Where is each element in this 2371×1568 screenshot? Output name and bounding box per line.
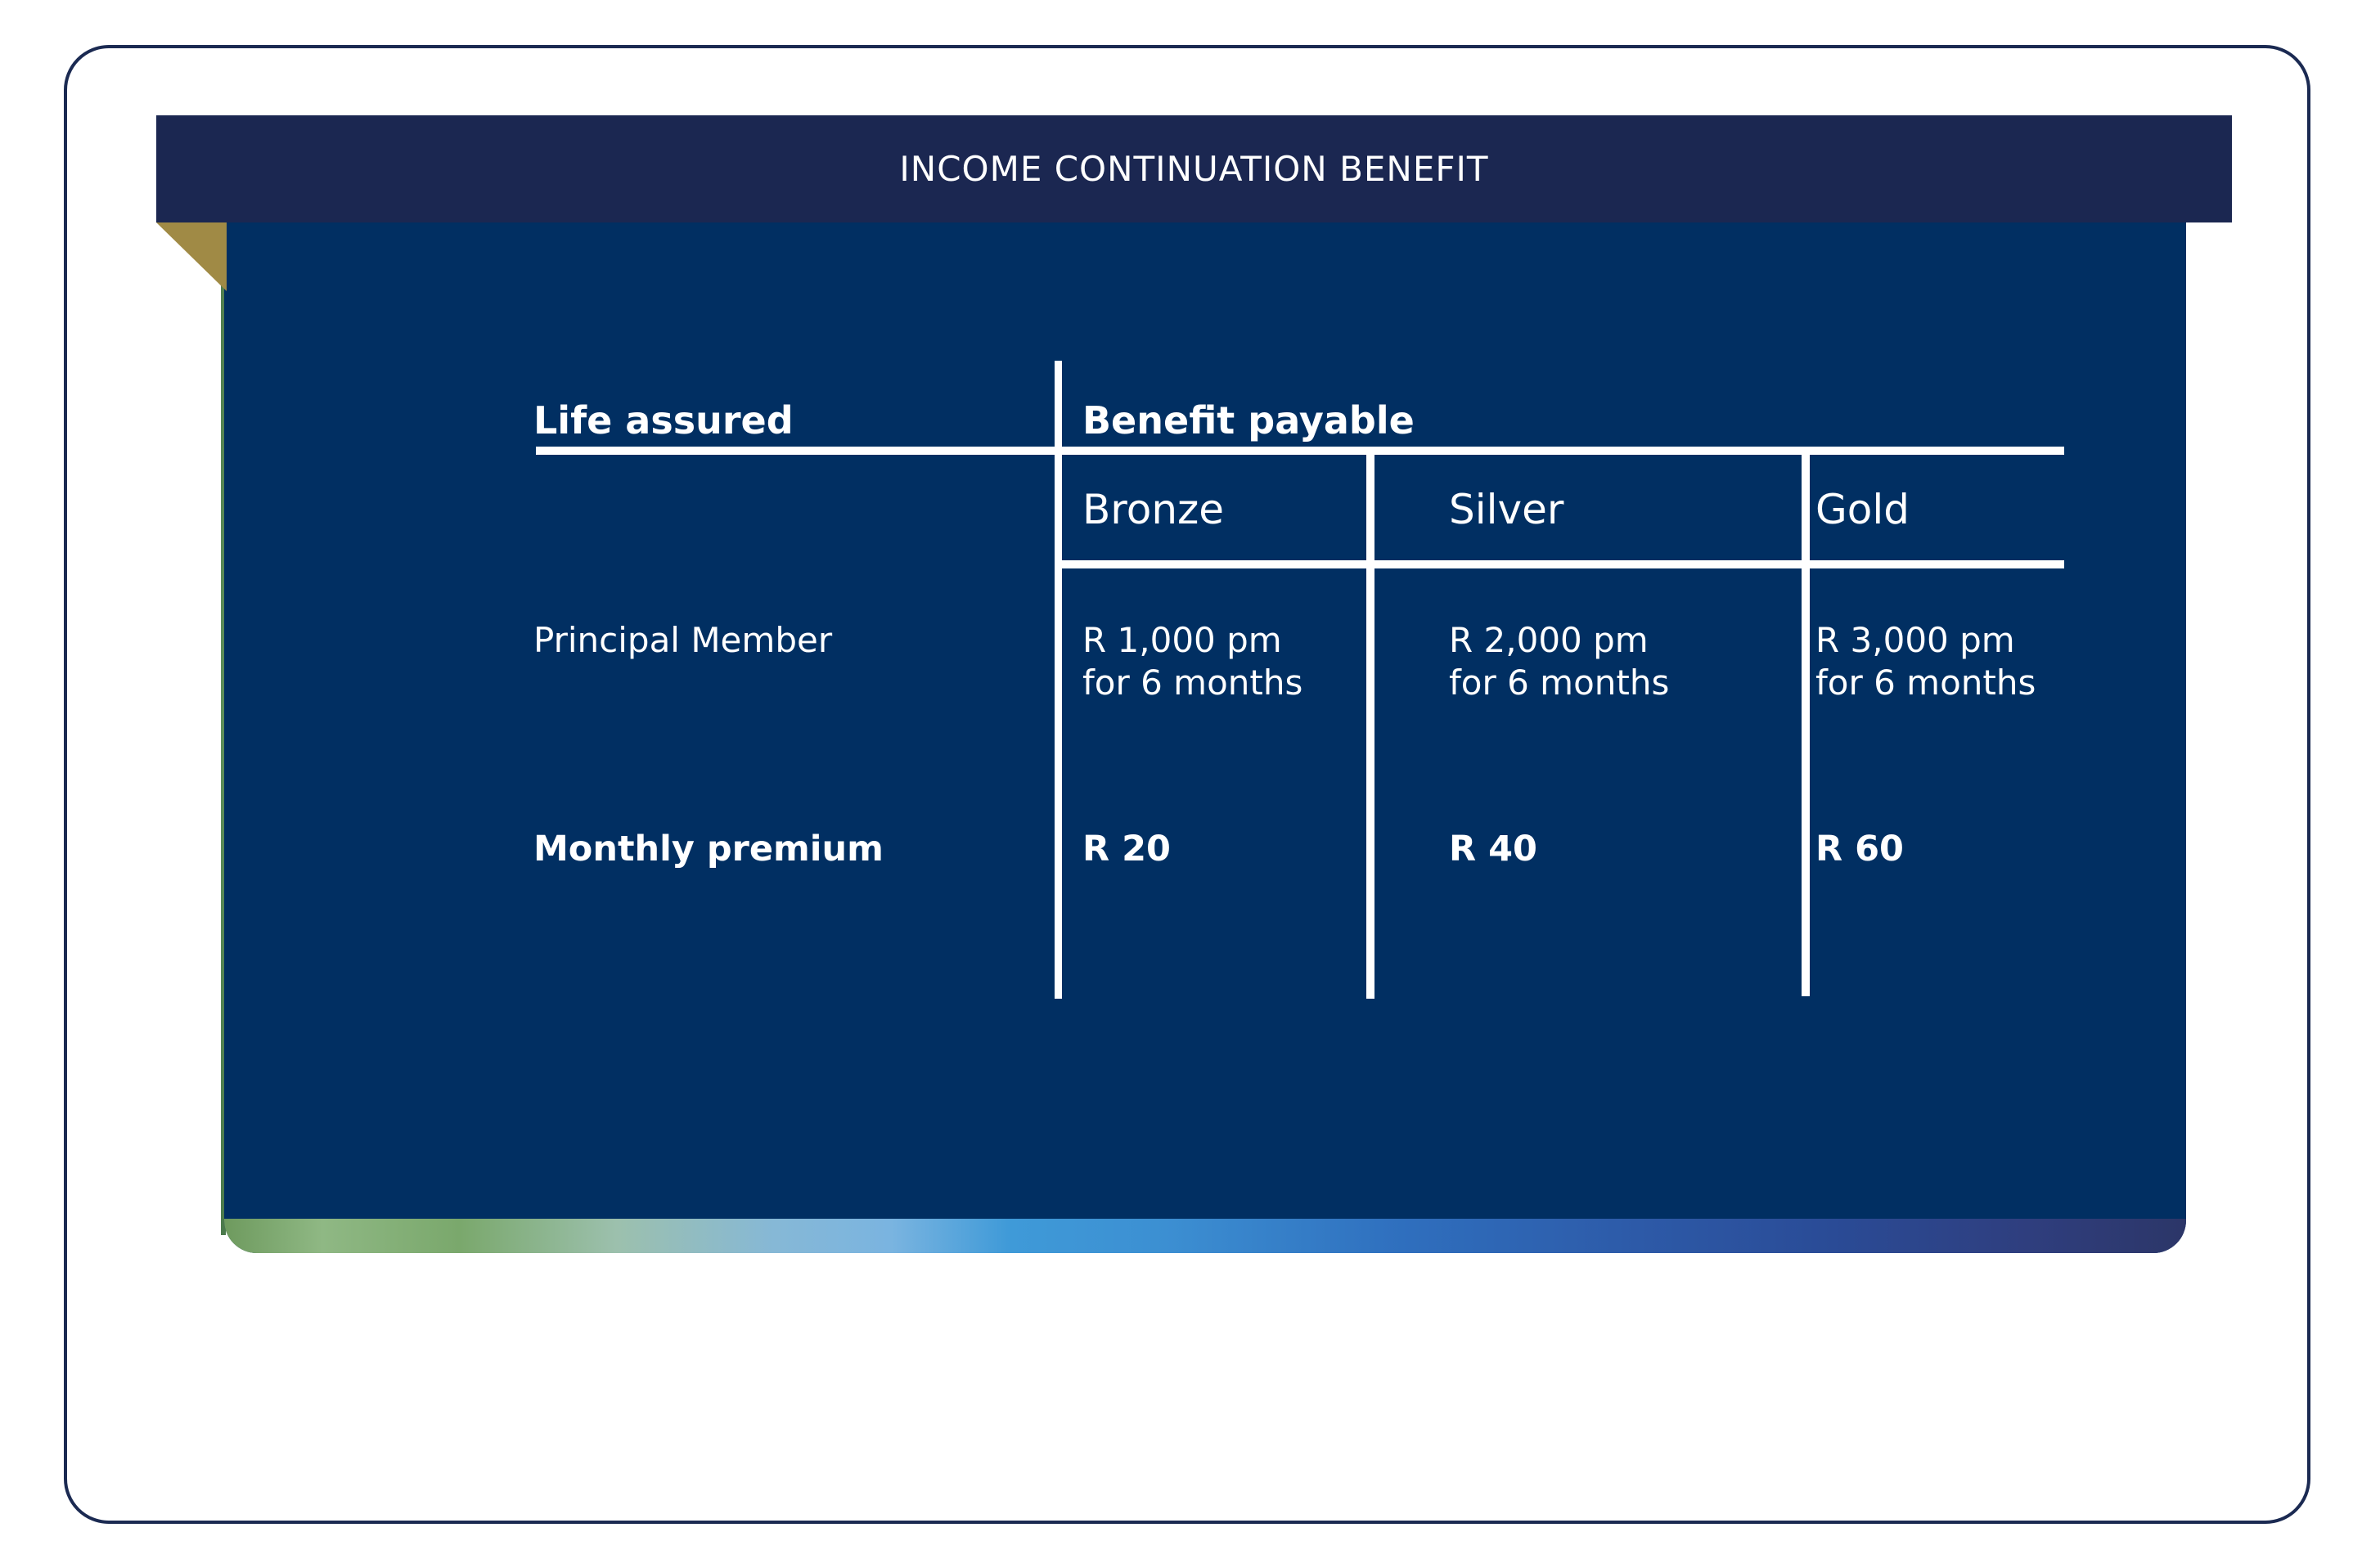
cell-bronze-duration: for 6 months bbox=[1082, 663, 1303, 703]
tier-silver: Silver bbox=[1449, 486, 1564, 533]
cell-gold-duration: for 6 months bbox=[1815, 663, 2036, 703]
cell-gold-benefit: R 3,000 pm for 6 months bbox=[1815, 619, 2036, 704]
panel-edge-accent bbox=[221, 221, 226, 1235]
cell-bronze-benefit: R 1,000 pm for 6 months bbox=[1082, 619, 1302, 704]
header-fold-corner bbox=[156, 222, 227, 291]
tier-bronze: Bronze bbox=[1082, 486, 1225, 533]
divider-horizontal-header bbox=[536, 447, 2064, 455]
tier-gold: Gold bbox=[1815, 486, 1910, 533]
benefit-panel bbox=[224, 221, 2186, 1253]
row-label-principal-member: Principal Member bbox=[533, 620, 833, 660]
cell-bronze-amount: R 1,000 pm bbox=[1082, 620, 1282, 660]
cell-bronze-premium: R 20 bbox=[1082, 829, 1171, 869]
card-frame bbox=[64, 45, 2310, 1524]
cell-silver-benefit: R 2,000 pm for 6 months bbox=[1449, 619, 1669, 704]
column-header-life-assured: Life assured bbox=[533, 398, 794, 443]
panel-gradient-strip bbox=[224, 1219, 2186, 1253]
page-title: INCOME CONTINUATION BENEFIT bbox=[899, 149, 1489, 189]
cell-gold-amount: R 3,000 pm bbox=[1815, 620, 2015, 660]
divider-horizontal-tiers bbox=[1055, 560, 2064, 568]
row-label-monthly-premium: Monthly premium bbox=[533, 829, 884, 869]
column-header-benefit-payable: Benefit payable bbox=[1082, 398, 1415, 443]
cell-silver-premium: R 40 bbox=[1449, 829, 1537, 869]
cell-silver-amount: R 2,000 pm bbox=[1449, 620, 1649, 660]
divider-vertical-main bbox=[1055, 361, 1062, 999]
header-bar: INCOME CONTINUATION BENEFIT bbox=[156, 115, 2232, 222]
cell-silver-duration: for 6 months bbox=[1449, 663, 1670, 703]
divider-vertical-silver-gold bbox=[1802, 455, 1810, 996]
cell-gold-premium: R 60 bbox=[1815, 829, 1904, 869]
divider-vertical-bronze-silver bbox=[1366, 455, 1374, 999]
